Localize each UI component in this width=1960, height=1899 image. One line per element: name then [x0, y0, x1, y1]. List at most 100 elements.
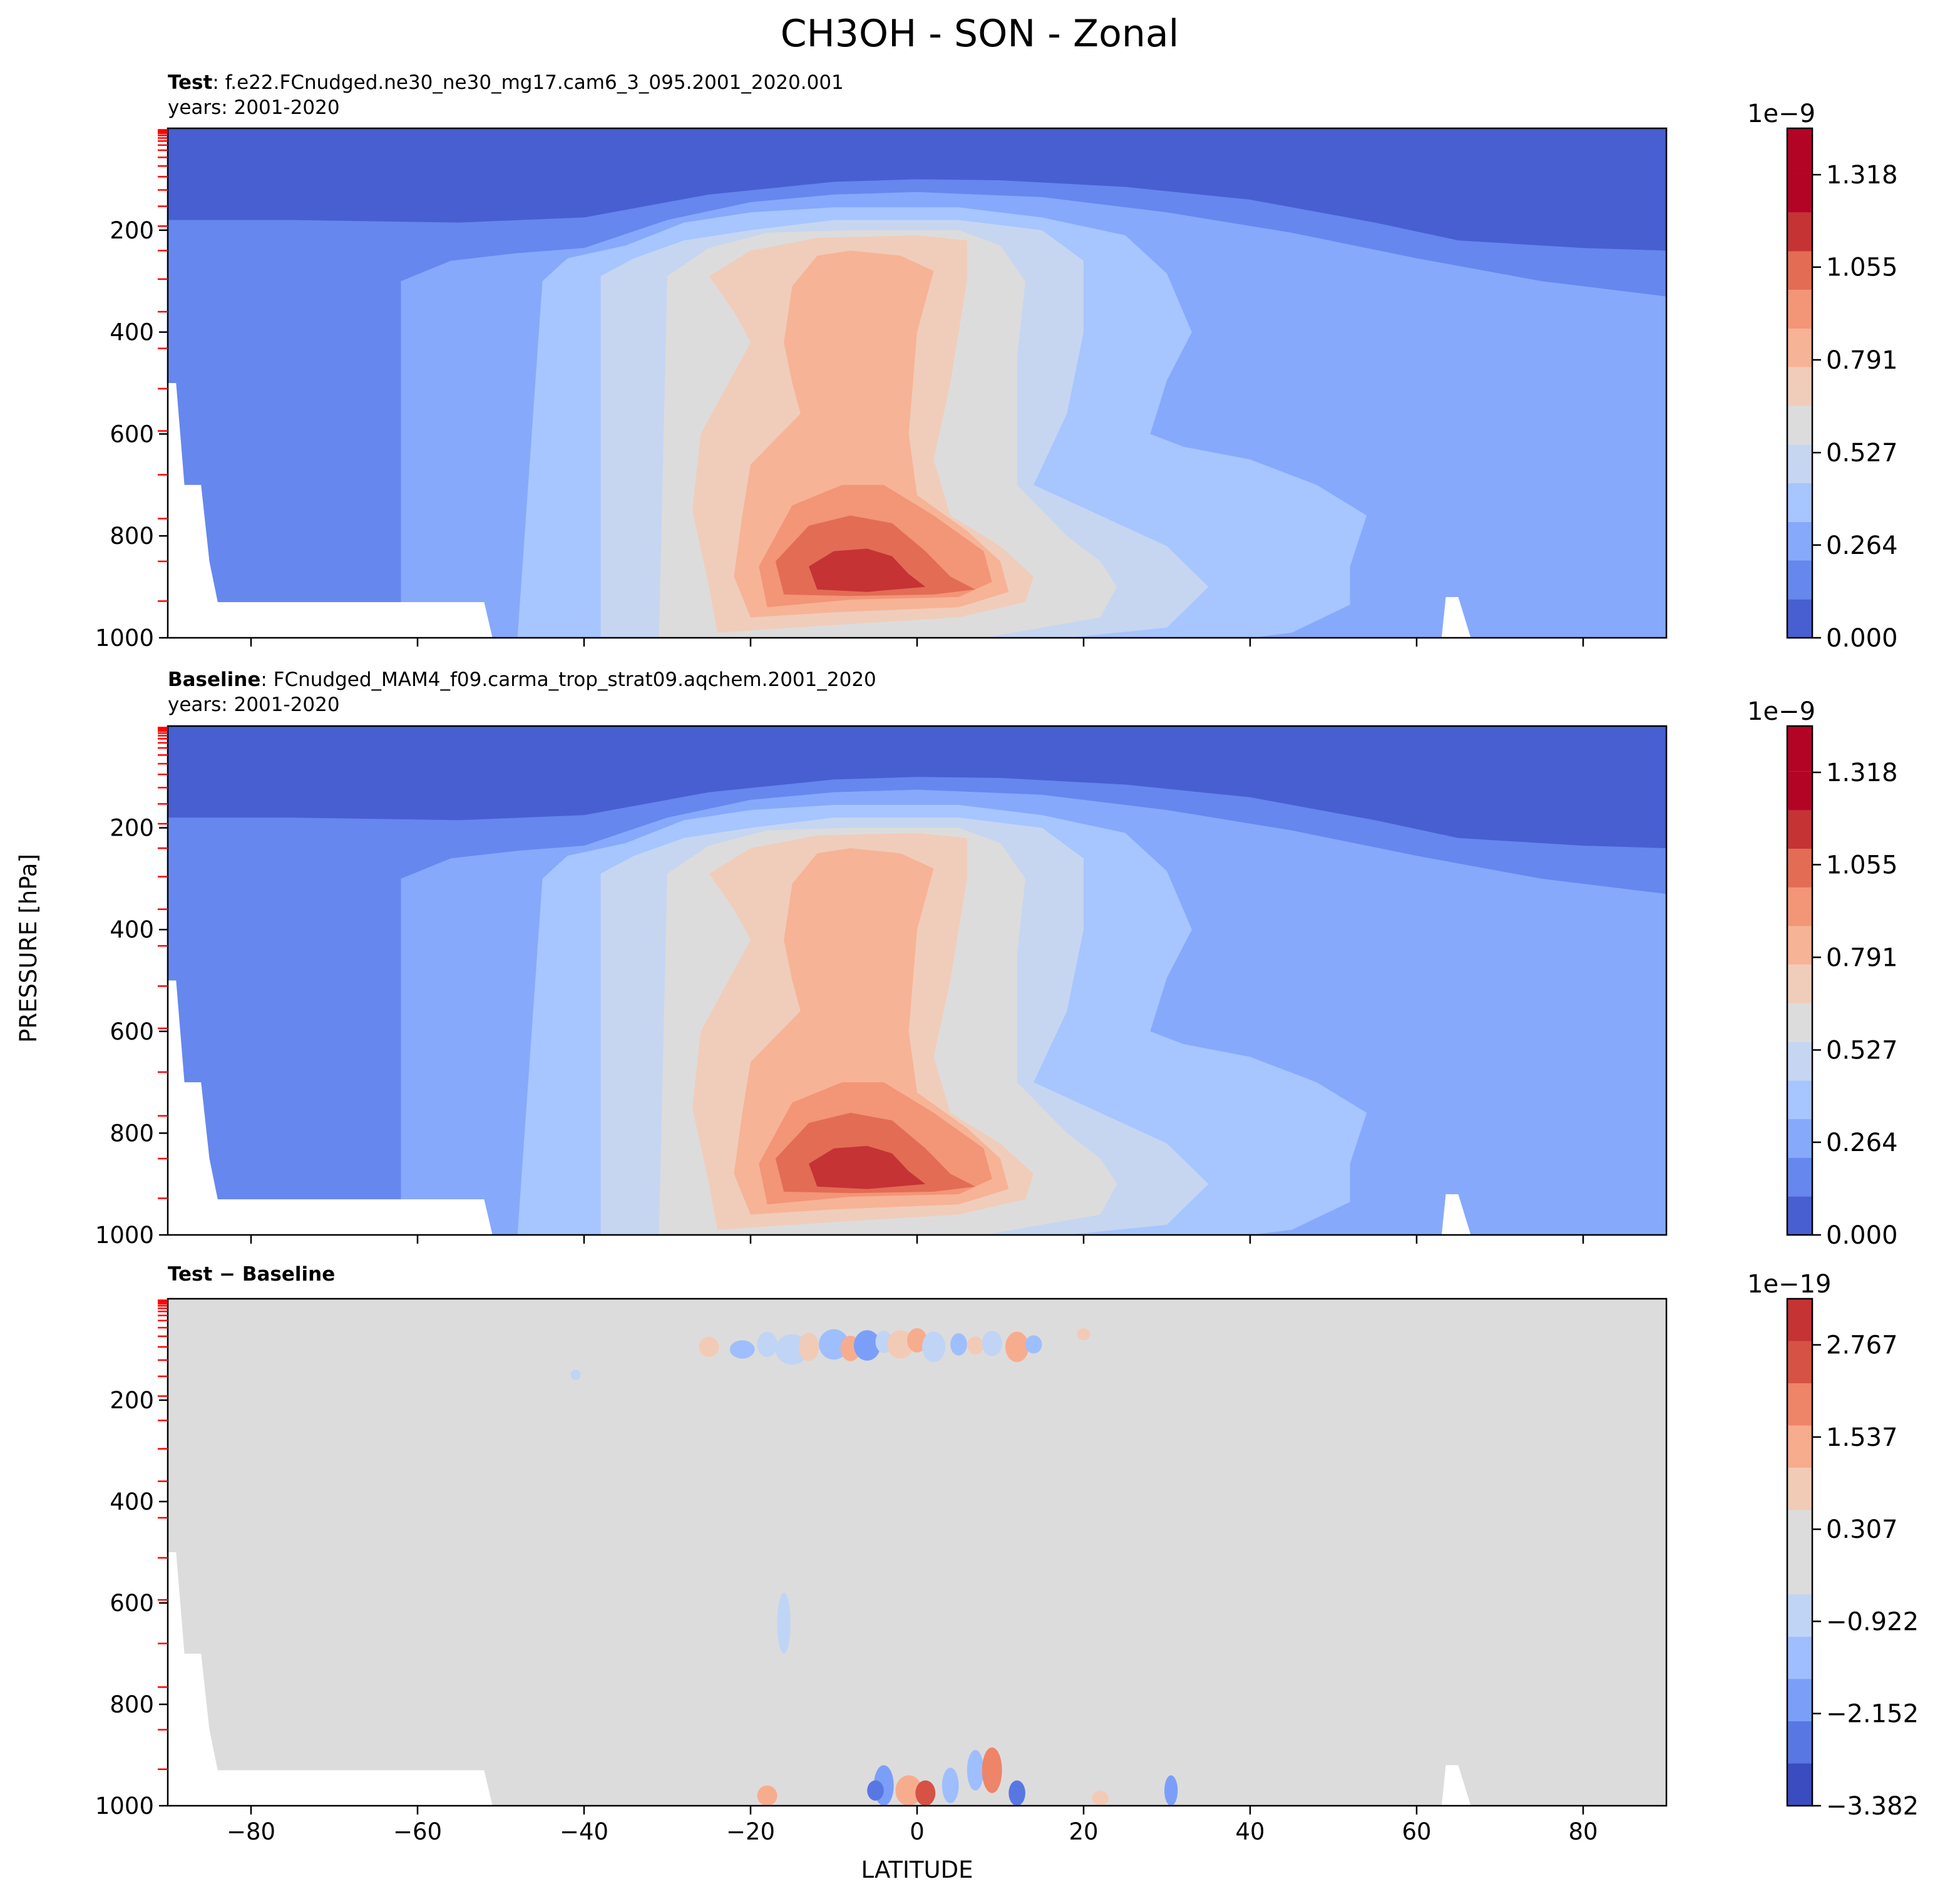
y-tick-label: 600 [110, 421, 154, 448]
colorbar-band [1787, 1118, 1812, 1158]
y-tick-label: 200 [110, 815, 154, 842]
y-tick-label: 800 [110, 1691, 154, 1718]
colorbar-exponent: 1e−9 [1747, 697, 1815, 726]
colorbar-band [1787, 849, 1812, 888]
panel-baseline-title: Baseline: FCnudged_MAM4_f09.carma_trop_s… [168, 668, 876, 691]
colorbar-band [1787, 1721, 1812, 1764]
colorbar-band [1787, 173, 1812, 213]
contour-level-10 [809, 548, 926, 592]
y-tick-label: 1000 [95, 1222, 154, 1249]
colorbar-tick-label: 1.055 [1826, 253, 1898, 282]
x-axis-label: LATITUDE [861, 1856, 973, 1883]
contour-patch [757, 1331, 777, 1358]
colorbar-band [1787, 1042, 1812, 1081]
colorbar-frame [1786, 725, 1814, 1236]
contour-field [168, 1299, 1666, 1806]
panel-test-title: Test: f.e22.FCnudged.ne30_ne30_mg17.cam6… [168, 71, 844, 94]
colorbar-exponent: 1e−19 [1747, 1270, 1831, 1299]
colorbar-band [1787, 212, 1812, 252]
x-tick-label: −20 [726, 1818, 775, 1845]
colorbar-tick-label: 1.318 [1826, 759, 1898, 787]
contour-patch [1077, 1328, 1090, 1341]
colorbar-exponent: 1e−9 [1747, 100, 1815, 128]
y-tick-label: 400 [110, 1488, 154, 1515]
contour-field [168, 128, 1666, 638]
contour-patch [570, 1369, 581, 1380]
colorbar: 0.000 0.264 0.527 0.791 1.055 1.318 1e−9 [1747, 100, 1898, 653]
y-tick-label: 1000 [95, 625, 154, 652]
colorbar-band [1787, 965, 1812, 1003]
topography-mask [168, 1552, 1471, 1806]
colorbar-band [1787, 251, 1812, 290]
colorbar-band [1787, 1425, 1812, 1468]
y-axis-label: PRESSURE [hPa] [15, 854, 42, 1043]
x-tick-label: −60 [393, 1818, 442, 1845]
colorbar-band [1787, 887, 1812, 926]
y-tick-label: 400 [110, 319, 154, 346]
y-tick-label: 800 [110, 523, 154, 550]
panel-baseline-subtitle: years: 2001-2020 [168, 694, 340, 716]
contour-patch [907, 1328, 927, 1353]
y-tick-label: 1000 [95, 1793, 154, 1820]
colorbar-band [1787, 1468, 1812, 1510]
colorbar-band [1787, 1299, 1812, 1341]
contour-patch [895, 1775, 922, 1806]
colorbar-tick-label: 0.000 [1826, 624, 1898, 653]
colorbar-band [1787, 128, 1812, 174]
colorbar-band [1787, 1637, 1812, 1679]
colorbar-band [1787, 1196, 1812, 1235]
colorbar-band [1787, 560, 1812, 600]
panel-difference-title: Test − Baseline [168, 1263, 335, 1286]
contour-patch [777, 1592, 791, 1654]
contour-patch [950, 1333, 967, 1356]
x-tick-label: 80 [1568, 1818, 1598, 1845]
contour-patch [867, 1780, 884, 1801]
colorbar-band [1787, 1157, 1812, 1197]
colorbar-tick-label: −0.922 [1826, 1607, 1919, 1636]
y-tick-label: 400 [110, 916, 154, 943]
colorbar-tick-label: −2.152 [1826, 1700, 1919, 1729]
colorbar-band [1787, 1552, 1812, 1595]
colorbar-band [1787, 328, 1812, 367]
colorbar: 0.000 0.264 0.527 0.791 1.055 1.318 1e−9 [1747, 697, 1898, 1250]
topography-mask [168, 383, 1471, 638]
contour-background [168, 1299, 1666, 1806]
colorbar-tick-label: 0.264 [1826, 531, 1898, 560]
colorbar-band [1787, 1341, 1812, 1383]
figure-title: CH3OH - SON - Zonal [781, 12, 1179, 56]
contour-patch [1025, 1335, 1042, 1354]
contour-level-10 [809, 1145, 926, 1189]
colorbar-tick-label: 0.000 [1826, 1221, 1898, 1250]
contour-patch [942, 1768, 959, 1803]
contour-field [168, 726, 1666, 1235]
colorbar-frame [1786, 127, 1814, 639]
x-tick-label: −80 [227, 1818, 275, 1845]
x-tick-label: 0 [910, 1818, 925, 1845]
y-tick-label: 200 [110, 217, 154, 244]
colorbar-frame [1786, 1298, 1814, 1807]
colorbar-tick-label: 1.537 [1826, 1423, 1898, 1452]
contour-patch [699, 1336, 719, 1358]
y-tick-label: 800 [110, 1120, 154, 1147]
colorbar-tick-label: 0.791 [1826, 346, 1898, 375]
colorbar-tick-label: 0.527 [1826, 1037, 1898, 1065]
colorbar-band [1787, 1080, 1812, 1119]
colorbar-band [1787, 1679, 1812, 1721]
colorbar-band [1787, 1383, 1812, 1426]
panel-test-subtitle: years: 2001-2020 [168, 96, 340, 119]
contour-patch [982, 1747, 1002, 1793]
contour-patch [921, 1331, 946, 1363]
contour-patch [887, 1330, 914, 1359]
colorbar-tick-label: 0.264 [1826, 1129, 1898, 1157]
colorbar-tick-label: −3.382 [1826, 1792, 1919, 1821]
contour-patch [967, 1336, 984, 1355]
colorbar-tick-label: 1.318 [1826, 161, 1898, 190]
colorbar-band [1787, 1003, 1812, 1042]
colorbar-band [1787, 367, 1812, 406]
colorbar-band [1787, 926, 1812, 965]
contour-patch [1164, 1775, 1178, 1806]
contour-patch [757, 1785, 777, 1806]
contour-patch [1092, 1790, 1109, 1806]
colorbar-band [1787, 290, 1812, 329]
